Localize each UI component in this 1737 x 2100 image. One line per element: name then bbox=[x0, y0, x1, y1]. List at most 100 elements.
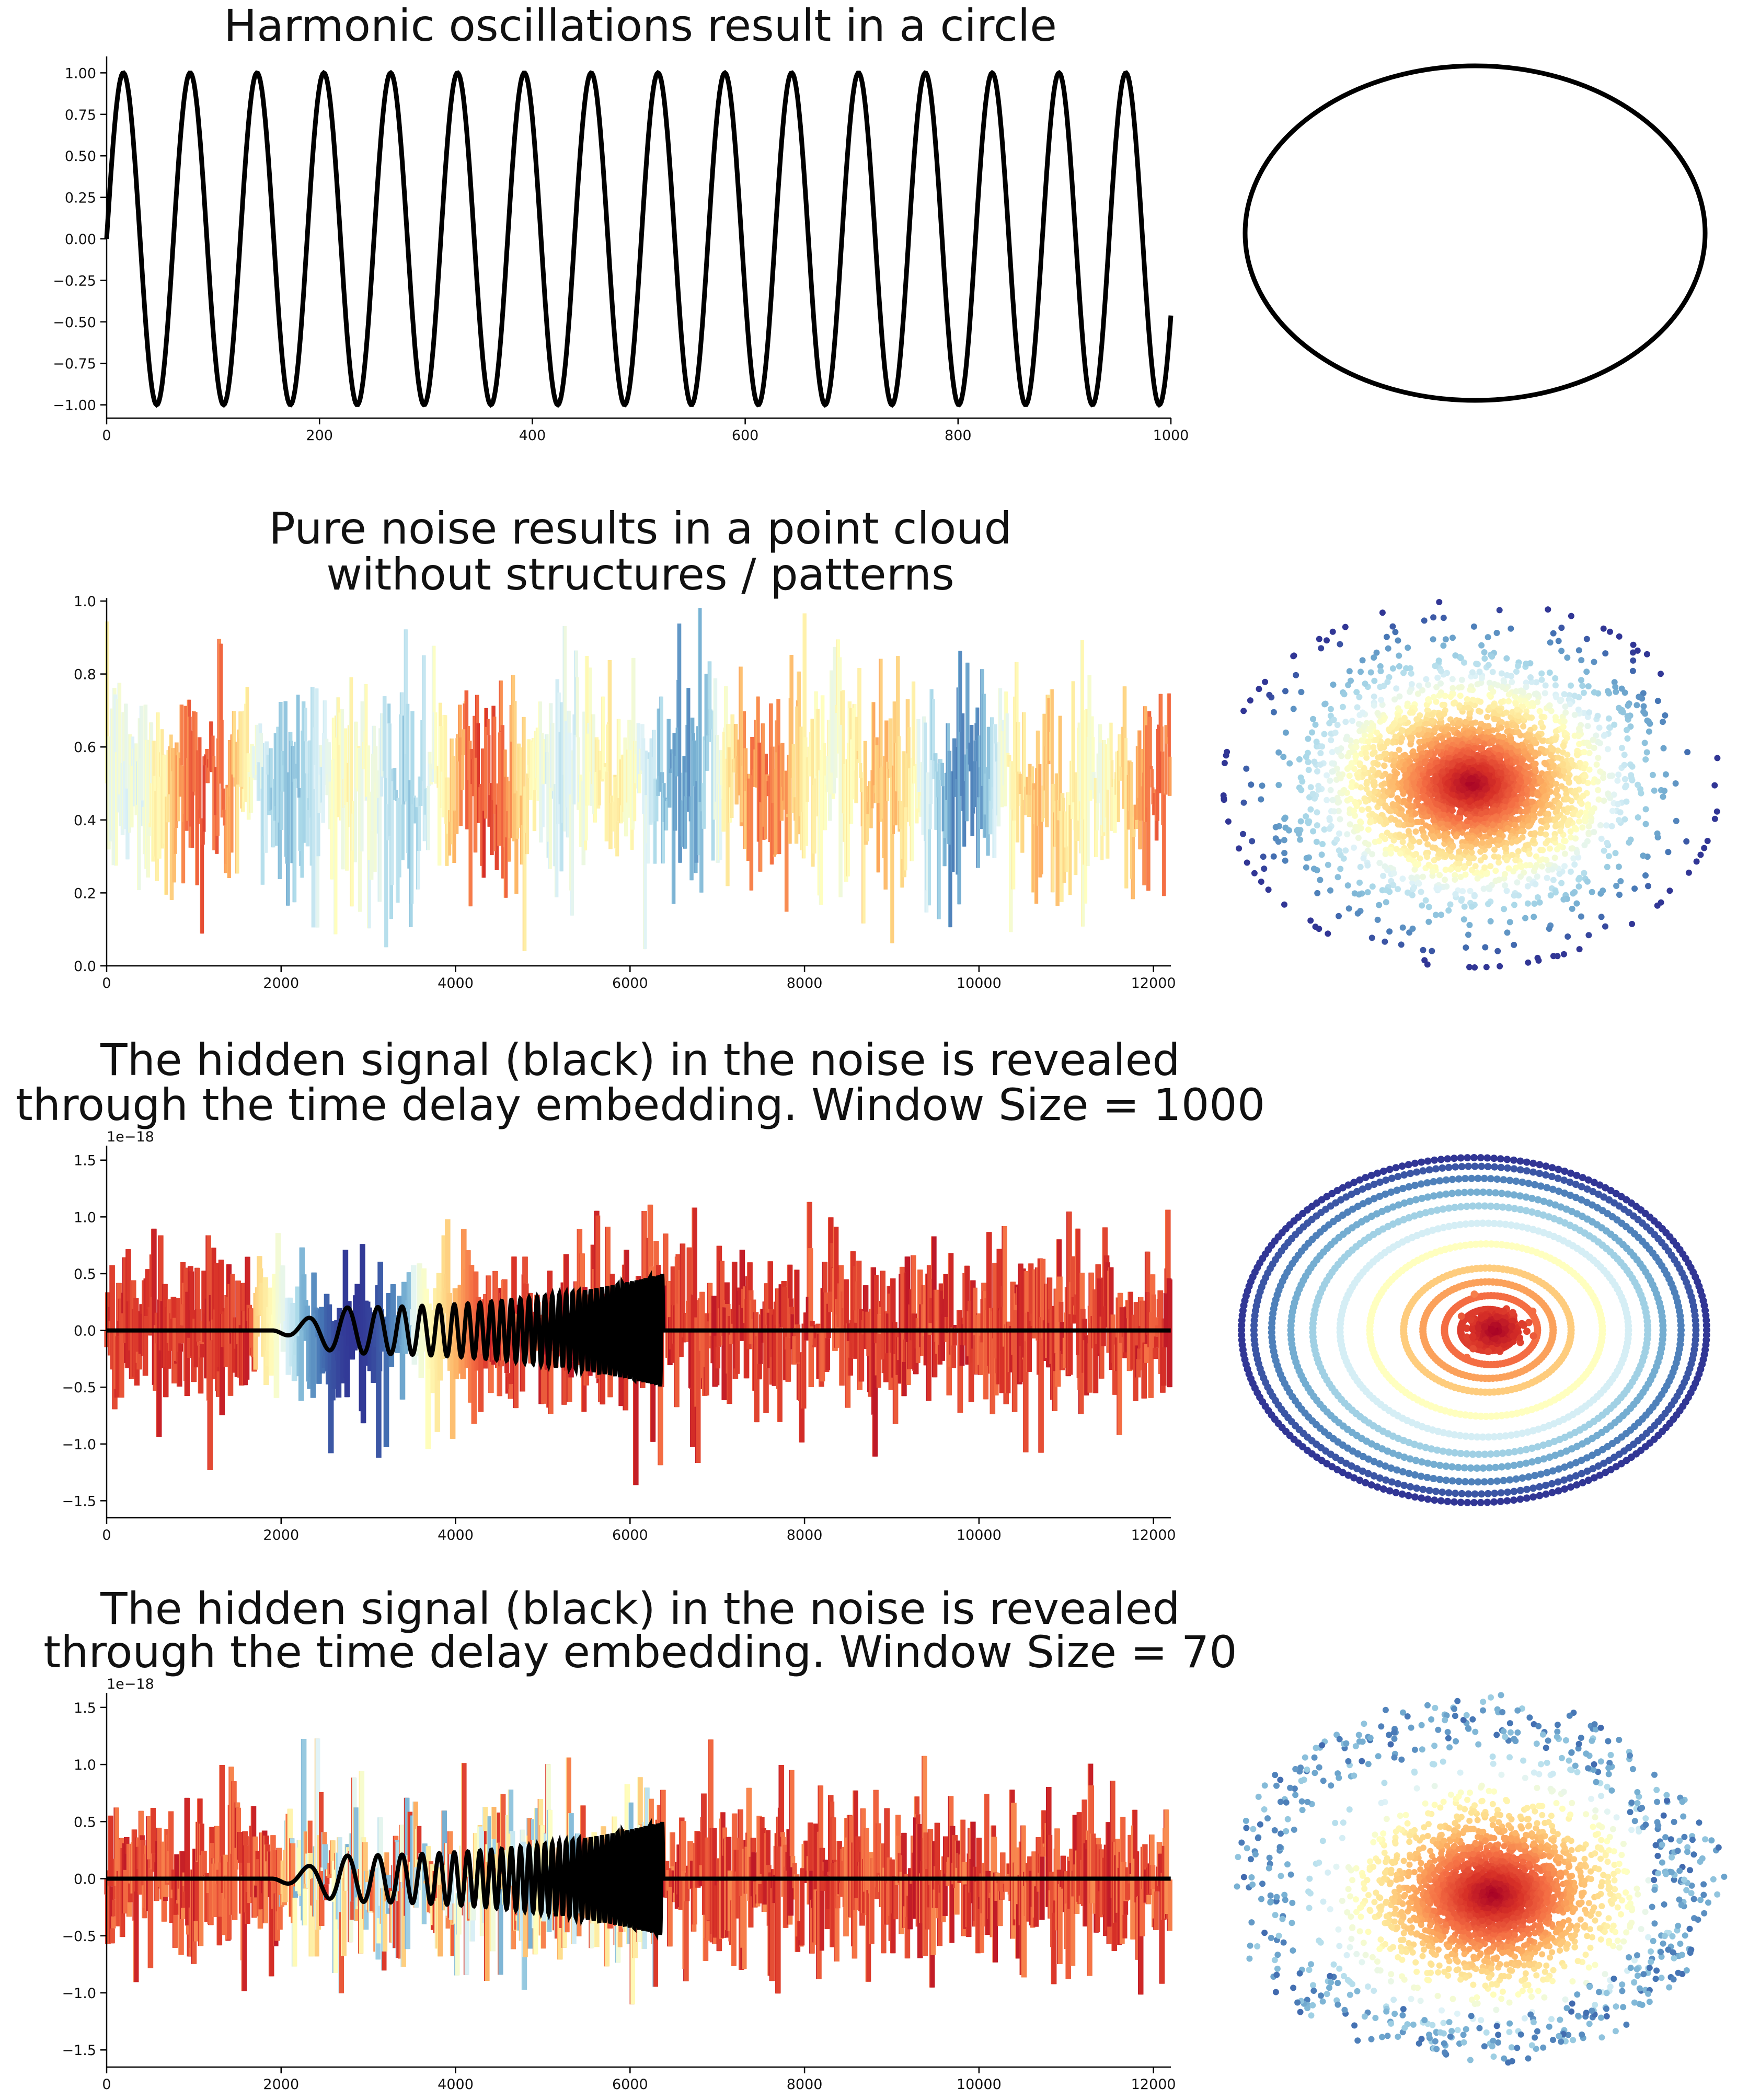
noise-embedding-point bbox=[1581, 765, 1588, 771]
noise-embedding-point bbox=[1538, 818, 1545, 825]
noise-embedding-point bbox=[1584, 838, 1591, 845]
noise-embedding-point bbox=[1503, 887, 1510, 894]
noise-embedding-point bbox=[1307, 917, 1314, 924]
noise-embedding-point bbox=[1290, 706, 1297, 712]
noise-embedding-point bbox=[1538, 676, 1545, 683]
noise-embedding-point bbox=[1336, 847, 1342, 854]
noise-embedding-point bbox=[1580, 689, 1587, 696]
noise-embedding-point bbox=[1434, 674, 1441, 681]
noise-embedding-point bbox=[1523, 800, 1530, 807]
noise-embedding-point bbox=[1475, 738, 1482, 745]
noise-embedding-plot bbox=[1220, 599, 1721, 971]
noise-embedding-point bbox=[1469, 669, 1476, 676]
noise-embedding-point bbox=[1545, 802, 1551, 809]
noise-embedding-point bbox=[1616, 633, 1623, 640]
noise-embedding-point bbox=[1550, 876, 1557, 883]
noise-embedding-point bbox=[1333, 836, 1340, 843]
noise-embedding-point bbox=[1416, 781, 1422, 787]
noise-embedding-point bbox=[1282, 729, 1289, 736]
noise-embedding-point bbox=[1391, 752, 1398, 758]
noise-embedding-point bbox=[1527, 862, 1533, 869]
noise-embedding-point bbox=[1327, 887, 1333, 894]
noise-embedding-point bbox=[1293, 672, 1299, 678]
noise-embedding-point bbox=[1491, 710, 1498, 717]
noise-embedding-point bbox=[1496, 607, 1503, 614]
noise-embedding-point bbox=[1405, 889, 1411, 896]
harmonic-y-tick-label: 1.00 bbox=[65, 65, 96, 82]
noise-embedding-point bbox=[1369, 766, 1376, 772]
noise-embedding-point bbox=[1437, 667, 1444, 674]
noise-embedding-point bbox=[1421, 758, 1428, 765]
noise-embedding-point bbox=[1395, 821, 1401, 828]
noise-embedding-point bbox=[1314, 809, 1320, 816]
noise-embedding-point bbox=[1485, 901, 1491, 907]
noise-embedding-point bbox=[1578, 913, 1584, 920]
noise-embedding-point bbox=[1515, 663, 1522, 669]
noise-embedding-point bbox=[1449, 676, 1456, 683]
noise-embedding-point bbox=[1503, 742, 1510, 749]
noise-embedding-point bbox=[1523, 712, 1529, 719]
noise-embedding-point bbox=[1560, 837, 1567, 844]
noise-embedding-point bbox=[1526, 743, 1533, 750]
noise-embedding-point bbox=[1433, 801, 1440, 807]
noise-embedding-point bbox=[1325, 930, 1331, 937]
noise-embedding-point bbox=[1461, 903, 1468, 910]
noise-embedding-point bbox=[1564, 654, 1571, 661]
noise-embedding-point bbox=[1398, 726, 1405, 733]
noise-embedding-point bbox=[1572, 788, 1579, 794]
noise-embedding-point bbox=[1644, 717, 1651, 724]
noise-embedding-point bbox=[1440, 806, 1447, 812]
noise-embedding-point bbox=[1530, 837, 1537, 844]
noise-embedding-point bbox=[1470, 623, 1477, 630]
noise-embedding-point bbox=[1485, 634, 1491, 641]
noise-embedding-point bbox=[1502, 845, 1509, 851]
noise-embedding-point bbox=[1317, 761, 1324, 768]
noise-embedding-point bbox=[1334, 746, 1341, 753]
noise-embedding-point bbox=[1531, 736, 1537, 743]
noise-embedding-point bbox=[1564, 752, 1571, 758]
noise-embedding-point bbox=[1450, 634, 1456, 641]
noise-embedding-point bbox=[1685, 869, 1692, 876]
noise-embedding-point bbox=[1615, 771, 1622, 778]
noise-embedding-point bbox=[1456, 823, 1462, 830]
noise-embedding-point bbox=[1324, 772, 1330, 779]
noise-embedding-point bbox=[1551, 835, 1558, 841]
noise-embedding-point bbox=[1487, 863, 1494, 870]
noise-embedding-point bbox=[1492, 868, 1499, 874]
harmonic-y-tick-label: −0.75 bbox=[53, 356, 96, 372]
noise-embedding-point bbox=[1460, 916, 1467, 923]
noise-embedding-point bbox=[1456, 860, 1463, 867]
noise-embedding-point bbox=[1476, 726, 1483, 733]
noise-embedding-point bbox=[1485, 750, 1492, 757]
noise-embedding-point bbox=[1381, 780, 1388, 787]
noise-embedding-point bbox=[1260, 853, 1267, 860]
noise-embedding-point bbox=[1314, 822, 1320, 829]
noise-embedding-point bbox=[1319, 743, 1326, 750]
noise-embedding-point bbox=[1347, 795, 1354, 802]
noise-embedding-point bbox=[1450, 726, 1456, 733]
noise-embedding-point bbox=[1386, 928, 1393, 935]
noise-embedding-point bbox=[1502, 871, 1508, 878]
noise-embedding-point bbox=[1512, 694, 1519, 700]
noise-embedding-point bbox=[1475, 754, 1481, 760]
noise-embedding-point bbox=[1483, 713, 1490, 720]
noise-embedding-point bbox=[1589, 807, 1595, 814]
noise-embedding-point bbox=[1390, 721, 1397, 728]
noise-embedding-point bbox=[1452, 699, 1458, 706]
noise-embedding-point bbox=[1560, 951, 1567, 957]
noise-embedding-point bbox=[1477, 708, 1483, 715]
noise-embedding-point bbox=[1465, 855, 1472, 861]
noise-embedding-point bbox=[1491, 853, 1498, 860]
harmonic-plot-area bbox=[104, 70, 1174, 408]
noise-embedding-point bbox=[1354, 704, 1361, 711]
noise-embedding-point bbox=[1466, 710, 1473, 717]
noise-embedding-point bbox=[1490, 737, 1497, 744]
noise-embedding-point bbox=[1568, 682, 1574, 689]
noise-embedding-point bbox=[1539, 847, 1546, 853]
noise-embedding-point bbox=[1642, 821, 1649, 827]
noise-embedding-point bbox=[1251, 870, 1258, 876]
noise-embedding-point bbox=[1496, 832, 1503, 838]
noise-embedding-point bbox=[1532, 760, 1539, 767]
noise-embedding-point bbox=[1511, 941, 1517, 948]
noise-embedding-point bbox=[1538, 863, 1545, 870]
